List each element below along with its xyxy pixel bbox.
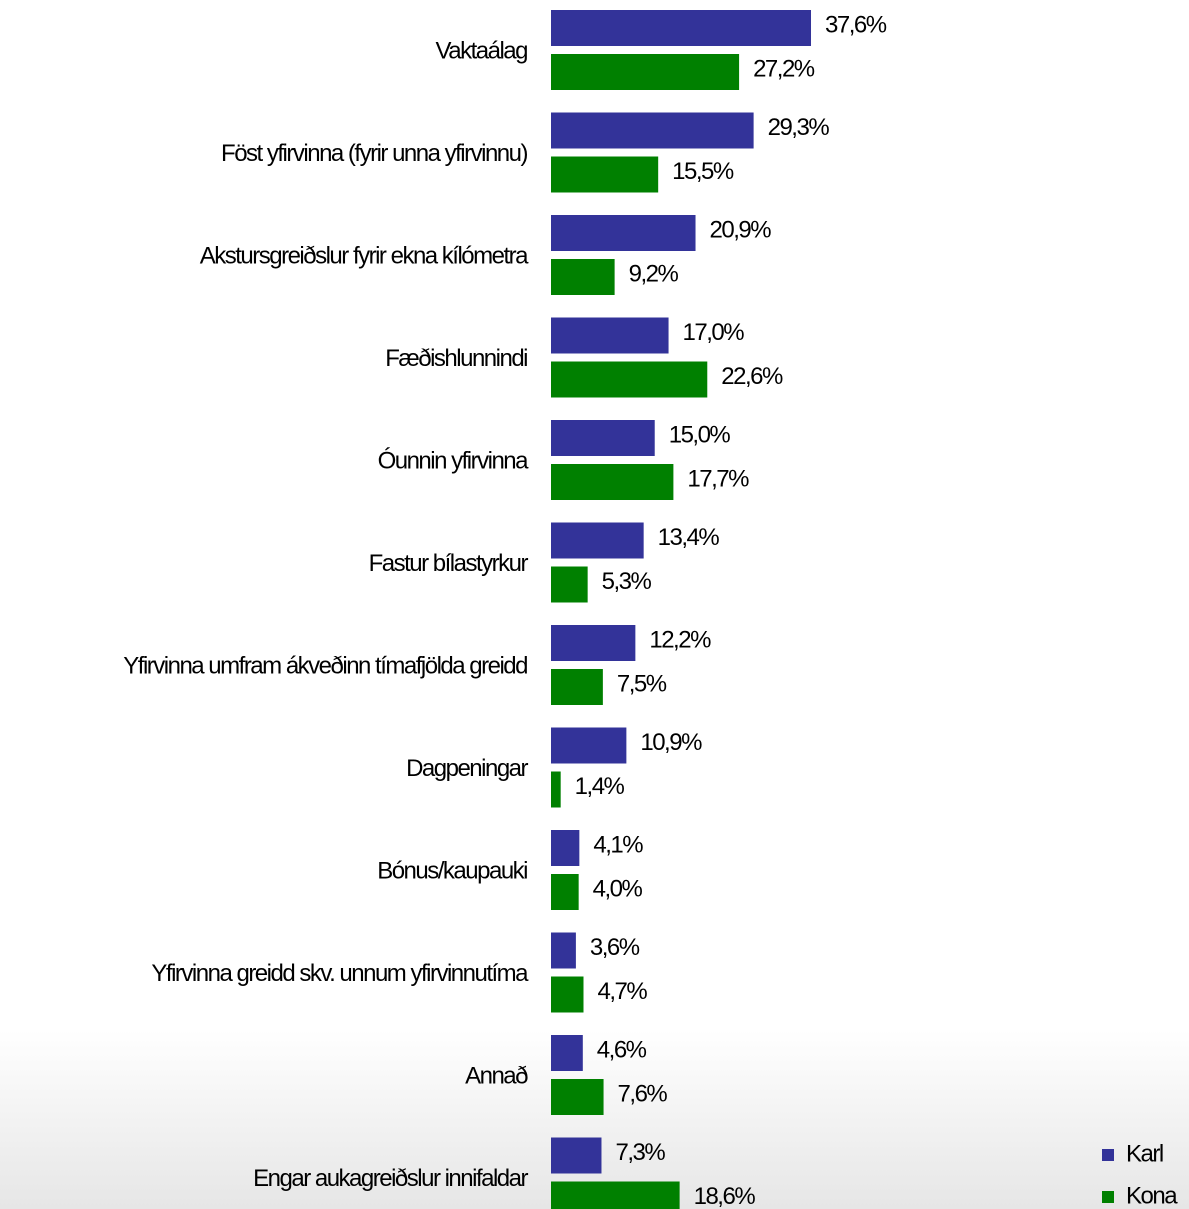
bar <box>551 727 627 764</box>
bar <box>551 361 708 398</box>
value-label: 5,3% <box>602 568 652 595</box>
value-label: 4,1% <box>593 831 643 858</box>
value-label: 4,0% <box>593 875 643 902</box>
value-label: 17,7% <box>687 465 749 492</box>
bar <box>551 259 615 295</box>
bar <box>551 522 644 559</box>
value-label: 4,6% <box>597 1036 647 1063</box>
category-label: Óunnin yfirvinna <box>378 447 530 474</box>
bar <box>551 830 580 866</box>
bar <box>551 669 603 705</box>
category-label: Yfirvinna greidd skv. unnum yfirvinnutím… <box>151 960 529 987</box>
category-label: Bónus/kaupauki <box>377 857 527 884</box>
category-label: Vaktaálag <box>436 37 528 64</box>
bar <box>551 54 740 90</box>
bar <box>551 1079 604 1115</box>
bar <box>551 112 754 149</box>
category-label: Yfirvinna umfram ákveðinn tímafjölda gre… <box>123 652 527 679</box>
value-label: 29,3% <box>768 114 830 141</box>
legend-swatch <box>1102 1191 1114 1203</box>
category-label: Dagpeningar <box>406 755 528 782</box>
category-label: Föst yfirvinna (fyrir unna yfirvinnu) <box>221 140 527 167</box>
bar <box>551 874 579 910</box>
value-label: 22,6% <box>721 363 783 390</box>
value-label: 7,3% <box>615 1139 665 1166</box>
value-label: 13,4% <box>658 524 720 551</box>
bar <box>551 1181 680 1209</box>
legend-label: Kona <box>1126 1182 1178 1209</box>
value-label: 17,0% <box>683 319 745 346</box>
category-label: Engar aukagreiðslur innifaldar <box>253 1165 528 1192</box>
category-label: Annað <box>465 1062 528 1089</box>
bar <box>551 10 812 46</box>
bar <box>551 771 561 808</box>
category-label: Fæðishlunnindi <box>385 345 527 372</box>
legend-swatch <box>1102 1149 1114 1161</box>
value-label: 15,5% <box>672 158 734 185</box>
bar <box>551 420 655 456</box>
value-label: 4,7% <box>598 978 648 1005</box>
legend-label: Karl <box>1126 1140 1163 1167</box>
bar <box>551 932 576 969</box>
value-label: 15,0% <box>669 421 731 448</box>
value-label: 1,4% <box>575 773 625 800</box>
bar <box>551 156 659 193</box>
category-label: Fastur bílastyrkur <box>369 550 529 577</box>
value-label: 3,6% <box>590 934 640 961</box>
bar <box>551 1137 602 1174</box>
value-label: 18,6% <box>694 1183 756 1209</box>
category-label: Akstursgreiðslur fyrir ekna kílómetra <box>200 242 529 269</box>
bar <box>551 215 696 251</box>
bar <box>551 566 588 603</box>
bar <box>551 464 674 500</box>
bar <box>551 976 584 1013</box>
value-label: 37,6% <box>825 11 887 38</box>
value-label: 12,2% <box>649 626 711 653</box>
value-label: 10,9% <box>640 729 702 756</box>
value-label: 9,2% <box>629 260 679 287</box>
bar <box>551 317 669 354</box>
value-label: 20,9% <box>710 216 772 243</box>
value-label: 7,5% <box>617 670 667 697</box>
bar <box>551 625 636 661</box>
value-label: 7,6% <box>618 1080 668 1107</box>
bar <box>551 1035 583 1071</box>
background-band <box>0 1030 1189 1209</box>
value-label: 27,2% <box>753 55 815 82</box>
